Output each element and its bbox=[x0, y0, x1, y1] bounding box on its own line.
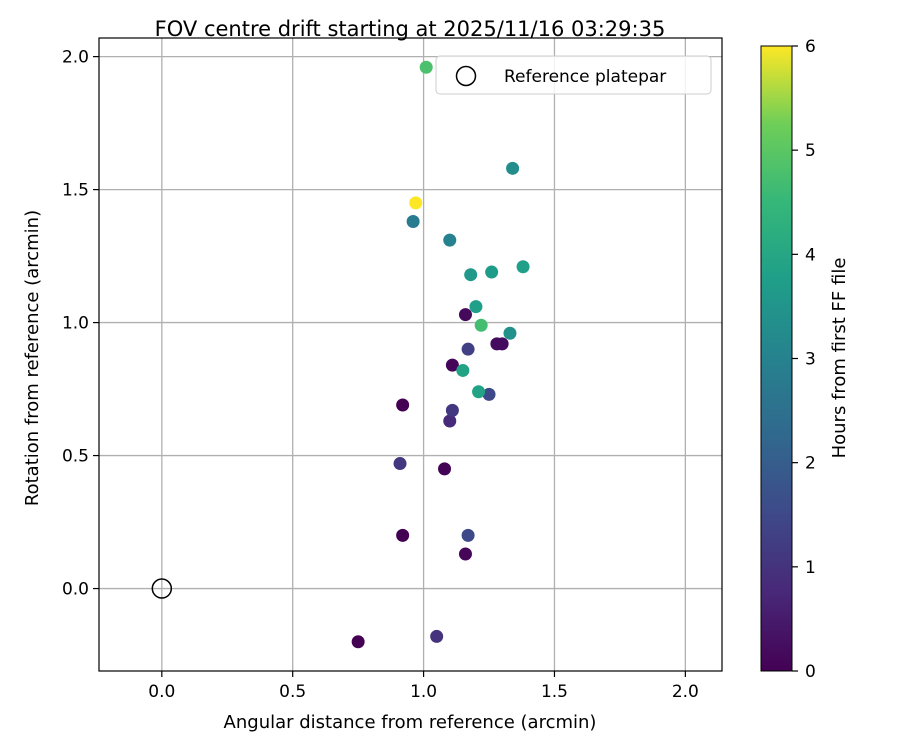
y-tick-label: 1.0 bbox=[62, 314, 89, 334]
colorbar-gradient bbox=[760, 45, 793, 672]
scatter-point bbox=[469, 300, 483, 314]
y-tick-label: 1.5 bbox=[62, 181, 89, 201]
scatter-point bbox=[461, 342, 475, 356]
scatter-point bbox=[430, 629, 444, 643]
scatter-point bbox=[438, 462, 452, 476]
legend-marker-icon bbox=[455, 65, 477, 87]
grid-lines bbox=[99, 38, 722, 671]
scatter-point bbox=[445, 358, 459, 372]
scatter-point bbox=[396, 528, 410, 542]
colorbar-tick-label: 2 bbox=[805, 454, 816, 474]
scatter-point bbox=[456, 363, 470, 377]
y-axis-ticks: 0.0 0.5 1.0 1.5 2.0 bbox=[62, 48, 99, 600]
colorbar-tick-label: 3 bbox=[805, 350, 816, 370]
scatter-point bbox=[419, 60, 433, 74]
scatter-point bbox=[458, 547, 472, 561]
colorbar-tick-label: 4 bbox=[805, 245, 816, 265]
y-tick-label: 2.0 bbox=[62, 48, 89, 68]
reference-platepar-marker bbox=[151, 578, 173, 599]
scatter-point bbox=[443, 414, 457, 428]
colorbar-label: Hours from first FF file bbox=[829, 258, 850, 459]
legend-label: Reference platepar bbox=[504, 67, 666, 87]
y-tick-label: 0.0 bbox=[62, 580, 89, 600]
chart-title: FOV centre drift starting at 2025/11/16 … bbox=[155, 17, 666, 41]
plot-frame bbox=[98, 37, 723, 672]
x-tick-label: 0.5 bbox=[279, 682, 306, 702]
colorbar-tick-label: 6 bbox=[805, 37, 816, 57]
x-tick-label: 1.5 bbox=[541, 682, 568, 702]
x-axis-ticks: 0.0 0.5 1.0 1.5 2.0 bbox=[148, 671, 699, 702]
data-points bbox=[351, 60, 530, 649]
scatter-point bbox=[464, 268, 478, 282]
x-axis-label: Angular distance from reference (arcmin) bbox=[224, 712, 597, 733]
x-tick-label: 1.0 bbox=[410, 682, 437, 702]
scatter-point bbox=[482, 387, 496, 401]
colorbar: 0 1 2 3 4 5 6 Hours from first FF file bbox=[760, 37, 850, 682]
y-axis-label: Rotation from reference (arcmin) bbox=[22, 210, 43, 506]
y-tick-label: 0.5 bbox=[62, 447, 89, 467]
scatter-point bbox=[393, 457, 407, 471]
scatter-point bbox=[445, 403, 459, 417]
legend: Reference platepar bbox=[435, 55, 712, 95]
scatter-point bbox=[351, 635, 365, 649]
scatter-point bbox=[503, 326, 517, 340]
colorbar-ticks: 0 1 2 3 4 5 6 bbox=[792, 37, 816, 682]
scatter-point bbox=[406, 215, 420, 229]
scatter-point bbox=[396, 398, 410, 412]
scatter-point bbox=[474, 318, 488, 332]
scatter-point bbox=[485, 265, 499, 279]
scatter-point bbox=[409, 196, 423, 210]
legend-box bbox=[435, 55, 712, 95]
scatter-point bbox=[495, 337, 509, 351]
scatter-point bbox=[443, 233, 457, 247]
scatter-point bbox=[472, 385, 486, 399]
scatter-point bbox=[461, 528, 475, 542]
scatter-point bbox=[458, 308, 472, 322]
scatter-point bbox=[516, 260, 530, 274]
colorbar-tick-label: 1 bbox=[805, 558, 816, 578]
scatter-point bbox=[506, 161, 520, 175]
x-tick-label: 0.0 bbox=[148, 682, 175, 702]
colorbar-tick-label: 0 bbox=[805, 662, 816, 682]
colorbar-tick-label: 5 bbox=[805, 141, 816, 161]
x-tick-label: 2.0 bbox=[672, 682, 699, 702]
